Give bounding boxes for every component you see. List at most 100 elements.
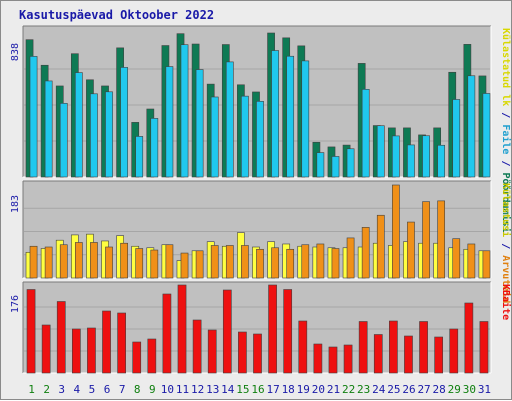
bar-kbaite	[479, 321, 489, 374]
bar-arvuteid	[74, 242, 83, 279]
bar-arvuteid	[256, 248, 264, 279]
y-axis-max-label: 838	[10, 43, 21, 61]
x-axis-day-label: 14	[221, 383, 235, 396]
x-axis-day-label: 12	[191, 383, 204, 396]
bar-arvuteid	[195, 250, 204, 279]
bar-arvuteid	[135, 248, 144, 279]
bar-arvuteid	[316, 243, 325, 279]
bar-kbaite	[26, 289, 36, 374]
bar-faile	[437, 144, 446, 178]
bar-faile	[241, 95, 249, 178]
panel-top: 838 Külastatud lk / Faile / Pöördumisi	[10, 25, 512, 233]
bar-kbaite	[177, 284, 187, 374]
bar-arvuteid	[90, 242, 98, 279]
legend-text: Pöördumisi	[500, 173, 512, 233]
bar-kbaite	[147, 338, 157, 374]
x-axis-day-label: 3	[58, 383, 65, 396]
series-legend-label: KBaite	[500, 284, 512, 320]
x-axis-day-label: 19	[297, 383, 310, 396]
bar-faile	[150, 118, 159, 178]
bar-kbaite	[132, 341, 142, 374]
bar-faile	[286, 55, 295, 178]
bar-faile	[331, 156, 340, 178]
bar-kbaite	[313, 343, 323, 374]
x-axis-day-label: 13	[206, 383, 219, 396]
bar-kbaite	[162, 293, 172, 374]
y-axis-max-label: 176	[10, 295, 21, 313]
bar-faile	[482, 93, 491, 178]
legend-text: KBaite	[500, 284, 512, 320]
bar-faile	[271, 50, 279, 178]
legend-text: Arvuteid	[500, 255, 512, 303]
bar-arvuteid	[150, 249, 159, 279]
bar-arvuteid	[271, 247, 279, 279]
bar-faile	[165, 66, 174, 178]
bar-faile	[225, 61, 234, 178]
legend-text: Külastatud lk	[500, 28, 511, 106]
x-axis-day-label: 17	[266, 383, 279, 396]
legend-text: Faile	[500, 124, 512, 154]
panel-middle: 183 Külastusi / Arvuteid	[10, 180, 512, 303]
bar-faile	[74, 72, 83, 178]
legend-text: /	[500, 106, 511, 124]
bar-faile	[467, 75, 476, 178]
bar-arvuteid	[407, 221, 415, 279]
x-axis-day-label: 5	[89, 383, 96, 396]
x-axis-day-label: 22	[342, 383, 355, 396]
x-axis-day-label: 20	[312, 383, 325, 396]
x-axis-day-label: 6	[104, 383, 111, 396]
bar-kbaite	[102, 310, 111, 374]
x-axis-day-label: 21	[327, 383, 340, 396]
bar-faile	[361, 88, 370, 178]
bar-arvuteid	[301, 244, 310, 279]
series-legend-label: Külastatud lk / Faile / Pöördumisi	[500, 28, 512, 233]
x-axis-day-label: 11	[176, 383, 189, 396]
bar-kbaite	[253, 333, 262, 374]
x-axis-day-label: 16	[251, 383, 264, 396]
x-axis-day-label: 7	[119, 383, 126, 396]
x-axis-day-label: 29	[448, 383, 461, 396]
bar-faile	[135, 136, 144, 178]
bar-kbaite	[207, 329, 217, 374]
panel-bottom: 176 KBaite	[10, 281, 512, 374]
bar-kbaite	[192, 319, 202, 374]
x-axis-day-label: 10	[161, 383, 174, 396]
bar-kbaite	[222, 289, 232, 374]
bar-kbaite	[404, 335, 413, 374]
bar-arvuteid	[467, 243, 476, 279]
x-axis-day-label: 25	[387, 383, 400, 396]
bar-arvuteid	[44, 246, 53, 279]
bar-kbaite	[41, 324, 51, 374]
bar-kbaite	[343, 344, 353, 374]
bar-arvuteid	[165, 244, 174, 279]
bar-faile	[301, 60, 310, 178]
bar-arvuteid	[392, 184, 400, 279]
x-axis-day-label: 1	[28, 383, 35, 396]
legend-text: Külastusi	[500, 183, 512, 237]
bar-faile	[210, 96, 219, 178]
bar-kbaite	[434, 336, 444, 374]
bar-kbaite	[358, 321, 368, 374]
bar-kbaite	[419, 321, 428, 374]
bar-arvuteid	[376, 214, 385, 279]
bar-kbaite	[87, 327, 96, 374]
x-axis-day-label: 27	[417, 383, 430, 396]
x-axis-day-label: 8	[134, 383, 141, 396]
bar-arvuteid	[241, 245, 249, 279]
bar-kbaite	[238, 331, 247, 374]
bar-kbaite	[328, 346, 338, 374]
x-axis-day-label: 26	[402, 383, 415, 396]
bar-arvuteid	[422, 201, 430, 279]
x-axis-day-label: 24	[372, 383, 386, 396]
bar-arvuteid	[452, 238, 461, 279]
x-axis-day-label: 28	[433, 383, 446, 396]
bar-faile	[90, 93, 98, 178]
series-legend-label: Külastusi / Arvuteid	[500, 183, 512, 303]
bar-faile	[256, 101, 264, 178]
x-axis-day-label: 4	[74, 383, 81, 396]
bar-arvuteid	[346, 237, 355, 279]
bar-kbaite	[117, 312, 126, 374]
x-axis-day-label: 23	[357, 383, 370, 396]
